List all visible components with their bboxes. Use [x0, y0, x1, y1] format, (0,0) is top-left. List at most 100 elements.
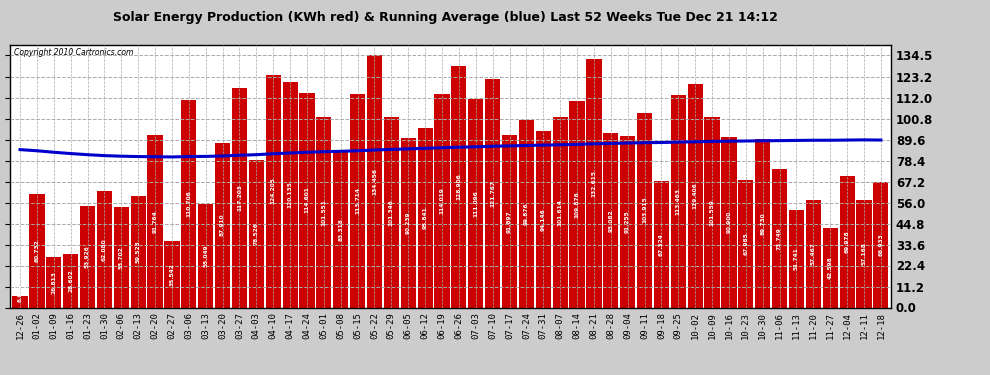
Text: Solar Energy Production (KWh red) & Running Average (blue) Last 52 Weeks Tue Dec: Solar Energy Production (KWh red) & Runn… [113, 11, 778, 24]
Text: 90.900: 90.900 [727, 211, 732, 233]
Text: 95.841: 95.841 [423, 206, 428, 229]
Text: 89.730: 89.730 [760, 212, 765, 235]
Bar [873, 182, 888, 308]
Text: 103.915: 103.915 [643, 197, 647, 223]
Text: 117.203: 117.203 [237, 184, 242, 211]
Text: 57.168: 57.168 [861, 243, 866, 266]
Text: 111.096: 111.096 [473, 190, 478, 217]
Bar [552, 117, 567, 308]
Bar [215, 142, 230, 308]
Bar [519, 120, 534, 308]
Text: 73.749: 73.749 [777, 227, 782, 250]
Text: 59.523: 59.523 [136, 240, 141, 263]
Bar [198, 204, 213, 308]
Text: 83.318: 83.318 [339, 218, 344, 241]
Text: 53.926: 53.926 [85, 246, 90, 268]
Text: 113.463: 113.463 [676, 188, 681, 214]
Text: 91.897: 91.897 [507, 210, 512, 232]
Bar [181, 100, 196, 308]
Bar [603, 133, 619, 308]
Text: 91.764: 91.764 [152, 210, 157, 233]
Bar [131, 196, 146, 308]
Bar [569, 102, 585, 308]
Bar [30, 194, 45, 308]
Bar [772, 169, 787, 308]
Text: 69.978: 69.978 [844, 231, 849, 253]
Bar [47, 257, 61, 307]
Text: 113.714: 113.714 [355, 188, 360, 214]
Text: 53.702: 53.702 [119, 246, 124, 268]
Text: 35.542: 35.542 [169, 263, 174, 286]
Text: 93.082: 93.082 [608, 209, 613, 231]
Text: 101.551: 101.551 [322, 199, 327, 226]
Text: 101.346: 101.346 [389, 199, 394, 226]
Text: 66.933: 66.933 [878, 233, 883, 256]
Bar [80, 206, 95, 308]
Text: 101.614: 101.614 [557, 199, 562, 226]
Text: 67.985: 67.985 [743, 232, 748, 255]
Bar [620, 136, 636, 308]
Bar [316, 117, 332, 308]
Text: 114.601: 114.601 [305, 187, 310, 213]
Bar [164, 241, 179, 308]
Bar [451, 66, 466, 308]
Text: Copyright 2010 Cartronics.com: Copyright 2010 Cartronics.com [14, 48, 134, 57]
Bar [637, 112, 652, 308]
Bar [334, 151, 348, 308]
Text: 120.135: 120.135 [288, 182, 293, 208]
Bar [350, 94, 365, 308]
Text: 90.239: 90.239 [406, 211, 411, 234]
Bar [722, 137, 737, 308]
Bar [856, 200, 871, 308]
Bar [148, 135, 162, 308]
Bar [384, 117, 399, 308]
Text: 101.559: 101.559 [710, 199, 715, 226]
Bar [823, 228, 838, 308]
Bar [265, 75, 281, 308]
Bar [739, 180, 753, 308]
Bar [670, 95, 686, 308]
Text: 62.080: 62.080 [102, 238, 107, 261]
Bar [653, 181, 669, 308]
Text: 121.767: 121.767 [490, 180, 495, 207]
Text: 6.079: 6.079 [18, 283, 23, 302]
Text: 114.019: 114.019 [440, 187, 445, 214]
Bar [401, 138, 416, 308]
Bar [840, 176, 854, 308]
Bar [299, 93, 315, 308]
Bar [63, 254, 78, 308]
Text: 67.324: 67.324 [659, 233, 664, 256]
Bar [502, 135, 517, 308]
Bar [114, 207, 129, 308]
Bar [232, 88, 248, 308]
Bar [282, 82, 298, 308]
Text: 55.049: 55.049 [203, 244, 208, 267]
Text: 87.910: 87.910 [220, 214, 225, 236]
Bar [435, 94, 449, 308]
Bar [806, 200, 821, 308]
Bar [13, 296, 28, 307]
Bar [586, 59, 602, 308]
Text: 128.906: 128.906 [456, 173, 461, 200]
Bar [248, 160, 264, 308]
Text: 28.602: 28.602 [68, 269, 73, 292]
Bar [755, 139, 770, 308]
Bar [97, 191, 112, 308]
Text: 42.598: 42.598 [828, 256, 833, 279]
Bar [688, 84, 703, 308]
Text: 99.876: 99.876 [524, 202, 529, 225]
Text: 124.205: 124.205 [270, 178, 276, 204]
Text: 109.876: 109.876 [574, 191, 579, 218]
Bar [705, 117, 720, 308]
Text: 110.706: 110.706 [186, 190, 191, 217]
Text: 132.615: 132.615 [591, 170, 596, 196]
Text: 57.467: 57.467 [811, 242, 816, 265]
Text: 26.813: 26.813 [51, 271, 56, 294]
Text: 134.456: 134.456 [372, 168, 377, 195]
Bar [789, 210, 804, 308]
Bar [367, 56, 382, 308]
Bar [418, 128, 433, 308]
Text: 94.146: 94.146 [541, 208, 545, 231]
Text: 91.255: 91.255 [625, 211, 631, 233]
Text: 51.741: 51.741 [794, 248, 799, 270]
